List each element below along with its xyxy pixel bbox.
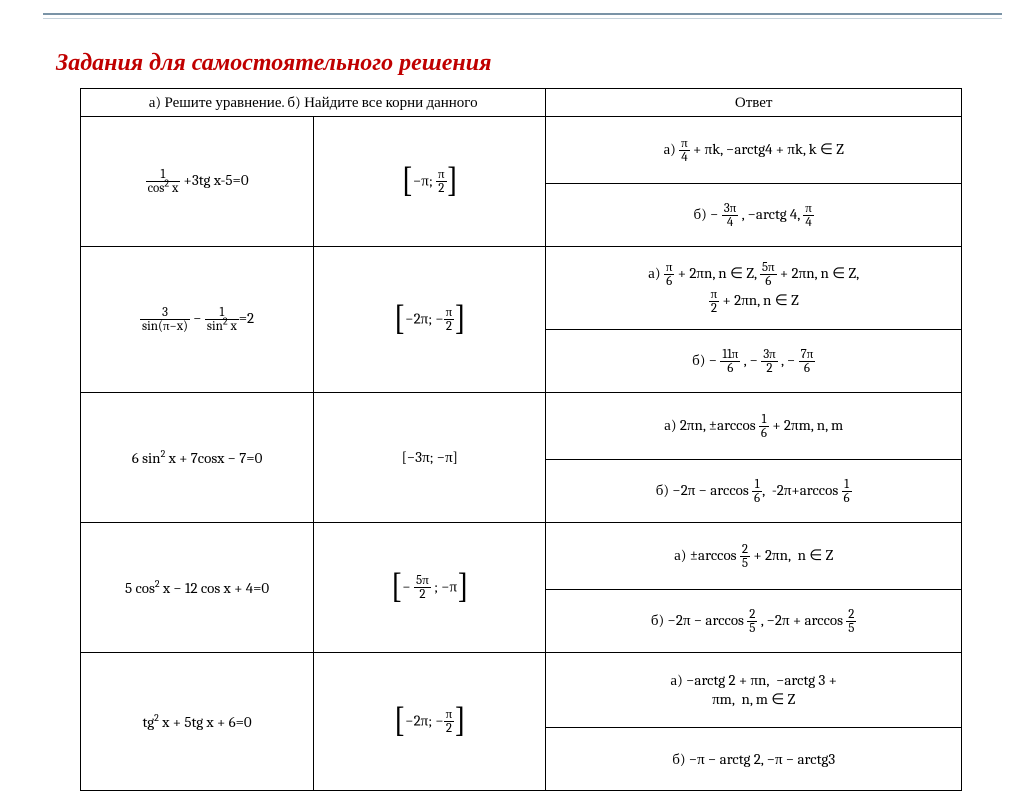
table-row: 3sin(π−x) − 1sin2 x=2 [−2π; −π2] а) π6 +… [81, 247, 962, 330]
equation-cell: 5 cos2 x − 12 cos x + 4=0 [81, 523, 314, 653]
answer-a-cell: а) ±arccos 25 + 2πn, n ∈ Z [546, 523, 962, 590]
table-row: 5 cos2 x − 12 cos x + 4=0 [− 5π2 ; −π] а… [81, 523, 962, 590]
table-row: tg2 x + 5tg x + 6=0 [−2π; −π2] а) −arctg… [81, 653, 962, 728]
table-header-row: а) Решите уравнение. б) Найдите все корн… [81, 89, 962, 117]
header-rule [43, 13, 1002, 19]
equation-cell: 6 sin2 x + 7cosx − 7=0 [81, 393, 314, 523]
answer-b-cell: б) −2π − arccos 16, -2π+arccos 16 [546, 460, 962, 523]
answer-b-cell: б) −2π − arccos 25 , −2π + arccos 25 [546, 590, 962, 653]
page-title: Задания для самостоятельного решения [56, 50, 491, 77]
equation-cell: 3sin(π−x) − 1sin2 x=2 [81, 247, 314, 393]
answer-b-cell: б) − 3π4 , −arctg 4, π4 [546, 184, 962, 247]
table-row: 6 sin2 x + 7cosx − 7=0 [−3π; −π] а) 2πn,… [81, 393, 962, 460]
answer-b-cell: б) −π − arctg 2, −π − arctg3 [546, 728, 962, 791]
interval-cell: [− 5π2 ; −π] [314, 523, 546, 653]
interval-cell: [−3π; −π] [314, 393, 546, 523]
table-row: 1cos2 x +3tg x-5=0 [−π; π2] а) π4 + πk, … [81, 117, 962, 184]
answer-a-cell: а) π6 + 2πn, n ∈ Z, 5π6 + 2πn, n ∈ Z,π2 … [546, 247, 962, 330]
answer-a-cell: а) 2πn, ±arccos 16 + 2πm, n, m [546, 393, 962, 460]
answer-b-cell: б) − 11π6 , − 3π2 , − 7π6 [546, 330, 962, 393]
interval-cell: [−2π; −π2] [314, 653, 546, 791]
answer-a-cell: а) π4 + πk, −arctg4 + πk, k ∈ Z [546, 117, 962, 184]
equation-cell: 1cos2 x +3tg x-5=0 [81, 117, 314, 247]
header-right: Ответ [546, 89, 962, 117]
problems-table: а) Решите уравнение. б) Найдите все корн… [80, 88, 962, 791]
header-left: а) Решите уравнение. б) Найдите все корн… [81, 89, 546, 117]
interval-cell: [−π; π2] [314, 117, 546, 247]
equation-cell: tg2 x + 5tg x + 6=0 [81, 653, 314, 791]
answer-a-cell: а) −arctg 2 + πn, −arctg 3 +πm, n, m ∈ Z [546, 653, 962, 728]
interval-cell: [−2π; −π2] [314, 247, 546, 393]
